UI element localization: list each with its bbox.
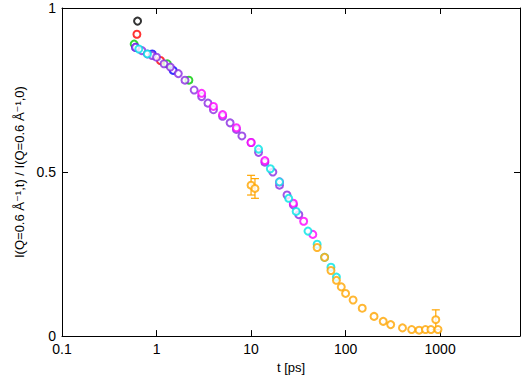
- svg-text:10: 10: [243, 341, 259, 357]
- svg-text:I(Q=0.6 Å⁻¹,t) / I(Q=0.6 Å⁻¹,0: I(Q=0.6 Å⁻¹,t) / I(Q=0.6 Å⁻¹,0): [12, 86, 27, 258]
- svg-text:1: 1: [48, 0, 56, 16]
- svg-text:0: 0: [48, 328, 56, 345]
- svg-text:0.1: 0.1: [52, 341, 72, 357]
- svg-text:1: 1: [153, 341, 161, 357]
- svg-text:0.5: 0.5: [37, 164, 57, 180]
- svg-text:100: 100: [334, 341, 358, 357]
- svg-text:1000: 1000: [425, 341, 456, 357]
- svg-text:t [ps]: t [ps]: [277, 360, 305, 375]
